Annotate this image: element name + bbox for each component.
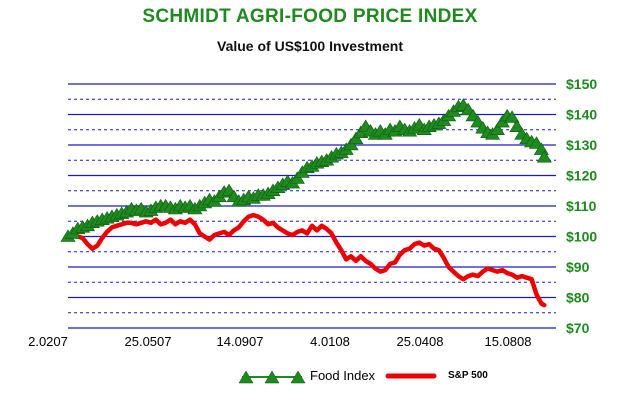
food-index-point xyxy=(509,119,525,132)
legend-item-sp500: S&P 500 xyxy=(384,366,488,384)
food-index-point xyxy=(343,137,359,151)
x-tick-label: 25.0507 xyxy=(125,334,172,349)
y-tick-label: $70 xyxy=(566,320,590,336)
y-tick-label: $80 xyxy=(566,290,590,306)
food-index-point xyxy=(489,122,505,135)
x-tick-label: 4.0108 xyxy=(310,334,350,349)
y-tick-label: $90 xyxy=(566,259,590,275)
y-tick-label: $100 xyxy=(566,229,597,245)
y-tick-label: $120 xyxy=(566,168,597,184)
legend: Food Index S&P 500 xyxy=(0,366,620,390)
x-tick-label: 15.0808 xyxy=(485,334,532,349)
x-tick-label: 25.0408 xyxy=(397,334,444,349)
legend-food-marker-icon xyxy=(238,370,306,384)
food-index-point xyxy=(504,110,520,123)
x-tick-label: 14.0907 xyxy=(217,334,264,349)
food-index-point xyxy=(289,171,305,184)
x-tick-label: 2.0207 xyxy=(28,334,68,349)
y-tick-label: $130 xyxy=(566,137,597,153)
legend-item-food-index: Food Index xyxy=(238,366,375,384)
food-index-point xyxy=(536,150,552,163)
legend-label-sp500: S&P 500 xyxy=(448,369,488,381)
chart-subtitle: Value of US$100 Investment xyxy=(217,38,403,54)
legend-sp500-line-icon xyxy=(385,373,437,379)
legend-label-food-index: Food Index xyxy=(310,367,376,383)
y-tick-label: $140 xyxy=(566,107,597,123)
y-tick-label: $150 xyxy=(566,76,597,92)
y-tick-label: $110 xyxy=(566,198,597,214)
series-sp500-line xyxy=(65,212,547,308)
food-index-point xyxy=(348,131,364,145)
chart-title: SCHMIDT AGRI-FOOD PRICE INDEX xyxy=(142,6,478,27)
